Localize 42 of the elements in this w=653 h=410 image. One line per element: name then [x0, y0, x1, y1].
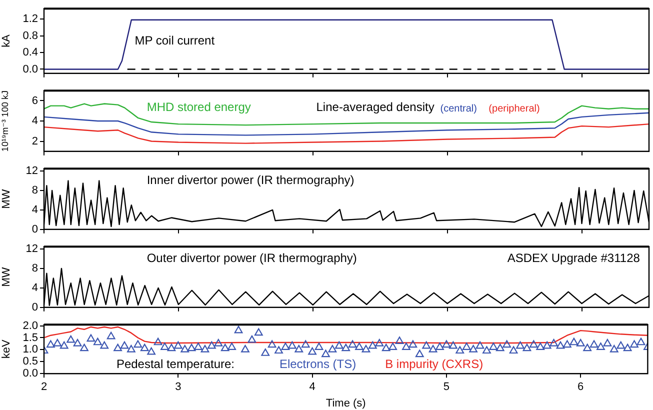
y-tick-label: 1.2: [22, 13, 38, 26]
chart-title: Inner divertor power (IR thermography): [146, 173, 354, 188]
y-tick-label: 12: [26, 165, 38, 178]
x-tick-label: 6: [578, 381, 584, 394]
text: (peripheral): [488, 104, 540, 115]
x-axis-title: Time (s): [326, 397, 366, 410]
y-tick-label: 0.0: [22, 368, 38, 380]
x-tick-label: 5: [443, 381, 450, 394]
text: Line-averaged density: [316, 100, 434, 114]
x-tick-label: 3: [175, 381, 182, 394]
y-tick-label: 1.0: [22, 344, 38, 356]
y-tick-label: 12: [26, 243, 38, 256]
y-tick-label: 4: [32, 115, 38, 128]
y-tick-label: 0: [32, 301, 38, 314]
y-tick-label: 0: [32, 223, 38, 236]
y-tick-label: 0.4: [22, 46, 38, 59]
y-tick-label: 4: [32, 204, 38, 216]
y-tick-label: 0.5: [22, 356, 38, 368]
chart-title: Outer divertor power (IR thermography): [146, 251, 357, 266]
text: Pedestal temperature:: [116, 357, 235, 372]
y-axis-title: keV: [0, 338, 13, 359]
y-tick-label: 4: [32, 282, 38, 294]
y-tick-label: 6: [32, 94, 38, 107]
x-tick-label: 4: [309, 381, 316, 394]
y-axis-title: MW: [0, 266, 13, 287]
y-axis-title: 10¹⁹m⁻³ 100 kJ: [0, 90, 10, 152]
series-label: (central): [440, 104, 477, 115]
series-label: B impurity (CXRS): [385, 357, 484, 372]
y-tick-label: 0.8: [22, 30, 38, 42]
x-tick-label: 2: [40, 381, 48, 394]
y-axis-title: MW: [0, 188, 13, 209]
annotation: ASDEX Upgrade #31128: [507, 251, 640, 266]
series-label: MHD stored energy: [146, 100, 251, 114]
y-tick-label: 2: [32, 135, 38, 148]
y-tick-label: 1.5: [22, 332, 38, 344]
y-tick-label: 8: [32, 184, 38, 197]
y-axis-title: kA: [0, 34, 13, 48]
y-tick-label: 0.0: [22, 63, 38, 76]
y-tick-label: 8: [32, 262, 38, 275]
series-label: Electrons (TS): [279, 357, 356, 372]
text: MP coil current: [134, 33, 216, 48]
y-tick-label: 2.0: [22, 320, 38, 332]
